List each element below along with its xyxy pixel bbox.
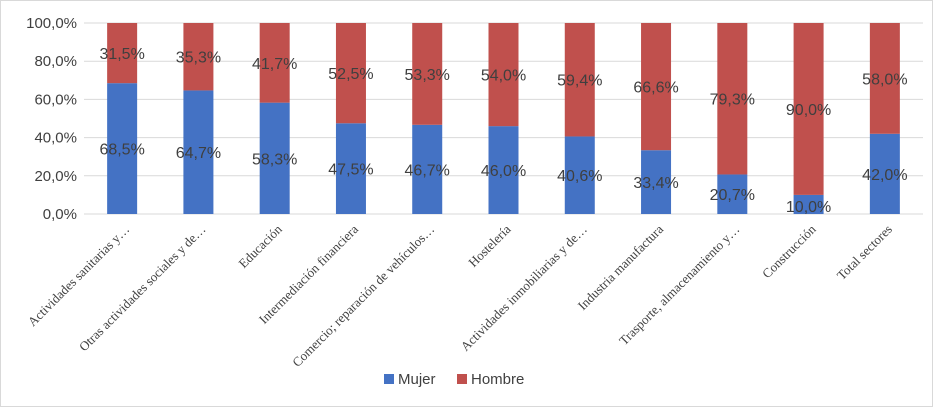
bar-mujer <box>793 194 824 214</box>
y-tick-label: 100,0% <box>26 15 77 32</box>
x-tick-label: Comercio; reparación de vehículos… <box>289 222 437 370</box>
bars <box>107 23 900 214</box>
legend-swatch <box>457 374 467 384</box>
bar-mujer <box>488 126 519 214</box>
data-label-hombre: 53,3% <box>405 67 450 84</box>
x-tick-label: Trasporte, almacenamiento y… <box>616 222 742 348</box>
bar-hombre <box>183 23 214 91</box>
data-labels: 68,5% 31,5% 64,7% 35,3% 58,3% 41,7% 47,5% 52,5%… <box>99 46 907 216</box>
bar-hombre <box>717 23 748 175</box>
y-tick-label: 0,0% <box>43 206 77 223</box>
data-label-hombre: 54,0% <box>481 68 526 85</box>
bar-hombre <box>412 23 443 125</box>
data-label-hombre: 58,0% <box>862 71 907 88</box>
y-axis-tick-labels: 0,0% 20,0% 40,0% 60,0% 80,0% 100,0% <box>26 15 77 223</box>
bar-hombre <box>641 23 672 151</box>
x-tick-label: Total sectores <box>834 222 895 283</box>
bar-hombre <box>335 23 366 124</box>
y-tick-label: 60,0% <box>34 91 77 108</box>
x-tick-label: Otras actividades sociales y de… <box>76 222 209 355</box>
data-label-hombre: 79,3% <box>710 92 755 109</box>
bar-hombre <box>107 23 138 84</box>
data-label-mujer: 20,7% <box>710 187 755 204</box>
x-tick-label: Actividades inmobiliarias y de… <box>458 222 590 354</box>
bar-mujer <box>564 136 595 214</box>
legend-label: Hombre <box>471 371 524 388</box>
data-label-hombre: 52,5% <box>328 66 373 83</box>
x-tick-label: Hostelería <box>465 221 514 270</box>
data-label-mujer: 42,0% <box>862 167 907 184</box>
y-tick-label: 40,0% <box>34 130 77 147</box>
x-tick-label: Construcción <box>759 221 819 281</box>
data-label-mujer: 33,4% <box>633 175 678 192</box>
bar-mujer <box>641 150 672 214</box>
bar-mujer <box>183 90 214 214</box>
bar-hombre <box>259 23 290 103</box>
data-label-mujer: 47,5% <box>328 162 373 179</box>
data-label-mujer: 46,0% <box>481 163 526 180</box>
data-label-mujer: 10,0% <box>786 199 831 216</box>
bar-mujer <box>869 133 900 214</box>
x-tick-label: Educación <box>235 221 285 271</box>
bar-hombre <box>564 23 595 137</box>
x-tick-label: Industria manufactura <box>575 221 667 313</box>
data-label-hombre: 66,6% <box>633 80 678 97</box>
bar-hombre <box>793 23 824 195</box>
data-label-hombre: 31,5% <box>99 46 144 63</box>
bar-mujer <box>717 174 748 214</box>
bar-mujer <box>107 83 138 214</box>
x-axis-tick-labels: Actividades sanitarias y…Otras actividad… <box>25 221 895 370</box>
bar-mujer <box>335 123 366 214</box>
legend-label: Mujer <box>398 371 436 388</box>
data-label-hombre: 59,4% <box>557 73 602 90</box>
data-label-mujer: 40,6% <box>557 168 602 185</box>
data-label-mujer: 58,3% <box>252 151 297 168</box>
data-label-hombre: 90,0% <box>786 102 831 119</box>
y-tick-label: 80,0% <box>34 53 77 70</box>
bar-mujer <box>259 102 290 214</box>
data-label-mujer: 68,5% <box>99 142 144 159</box>
bar-hombre <box>869 23 900 134</box>
data-label-mujer: 46,7% <box>405 162 450 179</box>
legend-swatch <box>384 374 394 384</box>
y-tick-label: 20,0% <box>34 168 77 185</box>
data-label-hombre: 41,7% <box>252 56 297 73</box>
data-label-mujer: 64,7% <box>176 145 221 162</box>
bar-hombre <box>488 23 519 127</box>
bar-mujer <box>412 124 443 214</box>
legend: Mujer Hombre <box>384 371 524 388</box>
data-label-hombre: 35,3% <box>176 50 221 67</box>
